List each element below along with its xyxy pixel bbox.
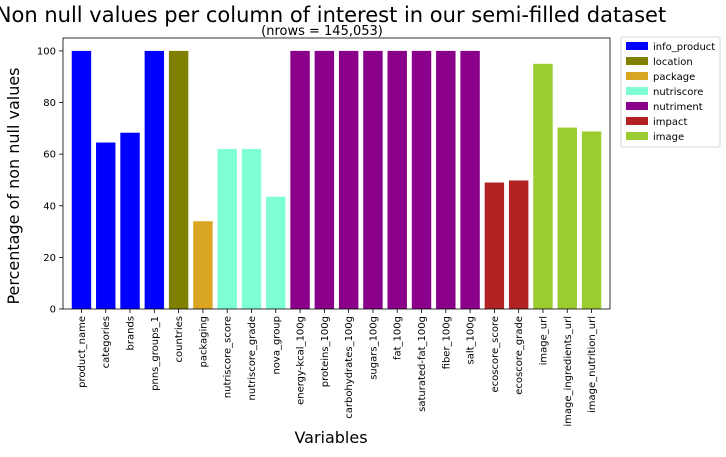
bar-image_ingredients_url bbox=[557, 127, 577, 309]
x-axis-label: Variables bbox=[294, 428, 367, 447]
legend-swatch-image bbox=[626, 132, 648, 140]
x-tick-label: product_name bbox=[77, 316, 88, 388]
bar-proteins_100g bbox=[314, 50, 335, 310]
y-tick-label: 20 bbox=[43, 253, 56, 264]
bar-image_url bbox=[533, 63, 553, 309]
y-axis-label: Percentage of non null values bbox=[4, 67, 23, 304]
y-tick-label: 0 bbox=[50, 305, 56, 316]
bar-nova_group bbox=[266, 196, 286, 309]
x-tick-label: energy-kcal_100g bbox=[296, 316, 307, 405]
x-tick-label: ecoscore_score bbox=[490, 316, 501, 393]
x-tick-label: categories bbox=[101, 316, 112, 368]
x-tick-label: fat_100g bbox=[393, 316, 404, 360]
bar-ecoscore_score bbox=[484, 182, 505, 309]
x-tick-label: fiber_100g bbox=[441, 316, 452, 369]
bar-salt_100g bbox=[460, 50, 480, 310]
legend-swatch-nutriscore bbox=[626, 87, 648, 95]
x-tick-label: proteins_100g bbox=[320, 316, 331, 387]
legend-label-nutriscore: nutriscore bbox=[653, 87, 703, 98]
y-tick-label: 80 bbox=[43, 98, 56, 109]
y-tick-label: 100 bbox=[37, 46, 56, 57]
x-tick-label: countries bbox=[174, 316, 185, 362]
bar-nutriscore_score bbox=[217, 148, 237, 309]
bar-saturated-fat_100g bbox=[411, 50, 432, 310]
chart-title: Non null values per column of interest i… bbox=[0, 3, 666, 27]
bar-fat_100g bbox=[387, 50, 407, 310]
bar-fiber_100g bbox=[436, 50, 456, 310]
legend-swatch-info_product bbox=[626, 42, 648, 50]
x-tick-label: salt_100g bbox=[466, 316, 477, 364]
bar-packaging bbox=[193, 221, 213, 309]
x-tick-label: packaging bbox=[198, 316, 209, 368]
legend-swatch-nutriment bbox=[626, 102, 648, 110]
legend-label-nutriment: nutriment bbox=[653, 102, 703, 113]
legend-swatch-impact bbox=[626, 117, 648, 125]
legend-label-info_product: info_product bbox=[653, 42, 715, 53]
x-tick-label: nutriscore_score bbox=[223, 316, 234, 398]
bar-brands bbox=[120, 132, 140, 309]
legend-label-package: package bbox=[653, 72, 695, 83]
x-tick-label: image_url bbox=[538, 316, 549, 365]
y-tick-label: 40 bbox=[43, 201, 56, 212]
x-tick-label: ecoscore_grade bbox=[514, 316, 525, 395]
x-tick-label: image_nutrition_url bbox=[587, 316, 598, 413]
legend-label-impact: impact bbox=[653, 117, 687, 128]
legend-label-location: location bbox=[653, 57, 693, 68]
bar-energy-kcal_100g bbox=[290, 50, 310, 310]
x-tick-label: brands bbox=[126, 316, 137, 350]
chart-subtitle: (nrows = 145,053) bbox=[261, 24, 383, 39]
legend-label-image: image bbox=[653, 132, 684, 143]
bar-pnns_groups_1 bbox=[144, 50, 165, 310]
plot-area: 0 20 40 60 80 100 product_name categories brands… bbox=[37, 37, 611, 427]
legend-swatch-package bbox=[626, 72, 648, 80]
bar-image_nutrition_url bbox=[581, 131, 602, 309]
x-tick-label: nutriscore_grade bbox=[247, 316, 258, 400]
legend: info_product location package nutriscore nut… bbox=[620, 36, 721, 148]
bar-countries bbox=[168, 50, 189, 310]
bar-categories bbox=[96, 142, 116, 309]
bar-sugars_100g bbox=[363, 50, 383, 310]
legend-swatch-location bbox=[626, 57, 648, 65]
x-tick-label: nova_group bbox=[271, 316, 282, 375]
x-tick-label: saturated-fat_100g bbox=[417, 316, 428, 412]
bar-product_name bbox=[71, 50, 92, 310]
bar-ecoscore_grade bbox=[508, 180, 529, 309]
bar-carbohydrates_100g bbox=[338, 50, 359, 310]
x-tick-label: carbohydrates_100g bbox=[344, 316, 355, 419]
x-tick-label: sugars_100g bbox=[368, 316, 379, 380]
bar-nutriscore_grade bbox=[241, 148, 262, 309]
x-tick-label: pnns_groups_1 bbox=[150, 316, 161, 391]
x-tick-label: image_ingredients_url bbox=[563, 316, 574, 427]
plot-frame bbox=[62, 37, 611, 310]
y-tick-label: 60 bbox=[43, 150, 56, 161]
